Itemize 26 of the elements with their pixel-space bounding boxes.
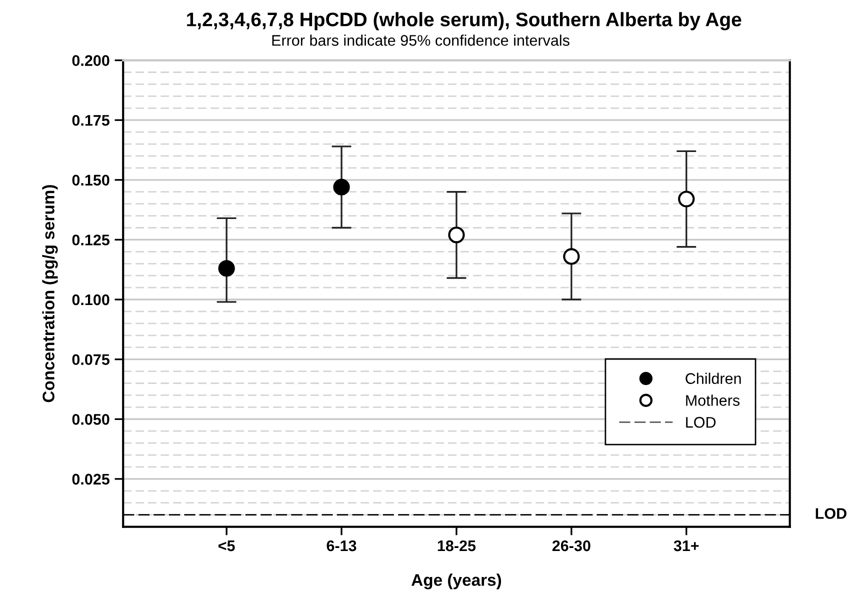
point xyxy=(563,248,580,265)
y-tick-label: 0.075 xyxy=(72,354,110,366)
chart-subtitle: Error bars indicate 95% confidence intervals xyxy=(272,34,570,46)
point xyxy=(448,226,465,244)
x-axis-title: Age (years) xyxy=(412,574,502,590)
x-tick-label: 18-25 xyxy=(438,540,476,552)
y-tick-label: 0.050 xyxy=(72,414,110,425)
x-tick-label: 31+ xyxy=(674,540,699,552)
x-tick-label: 6-13 xyxy=(326,540,356,552)
text: LOD xyxy=(686,416,716,428)
legend-label: Children xyxy=(686,372,741,384)
x-tick-label: 26-30 xyxy=(552,540,590,552)
y-tick-label: 0.025 xyxy=(72,474,110,485)
point xyxy=(333,178,350,196)
y-axis-title: Concentration (pg/g serum) xyxy=(42,185,58,402)
y-tick-label: 0.150 xyxy=(72,174,110,186)
y-tick-label: 0.100 xyxy=(72,294,110,306)
legend-label: Mothers xyxy=(686,394,740,406)
point xyxy=(218,260,235,277)
ref-line-label: LOD xyxy=(816,508,846,519)
y-tick-label: 0.175 xyxy=(72,114,110,126)
y-tick-label: 0.200 xyxy=(72,55,110,66)
chart-title: 1,2,3,4,6,7,8 HpCDD (whole serum), Southern Alberta by Age xyxy=(187,12,742,30)
x-tick-label: <5 xyxy=(218,540,235,552)
point xyxy=(678,190,695,208)
y-tick-label: 0.125 xyxy=(72,234,110,246)
